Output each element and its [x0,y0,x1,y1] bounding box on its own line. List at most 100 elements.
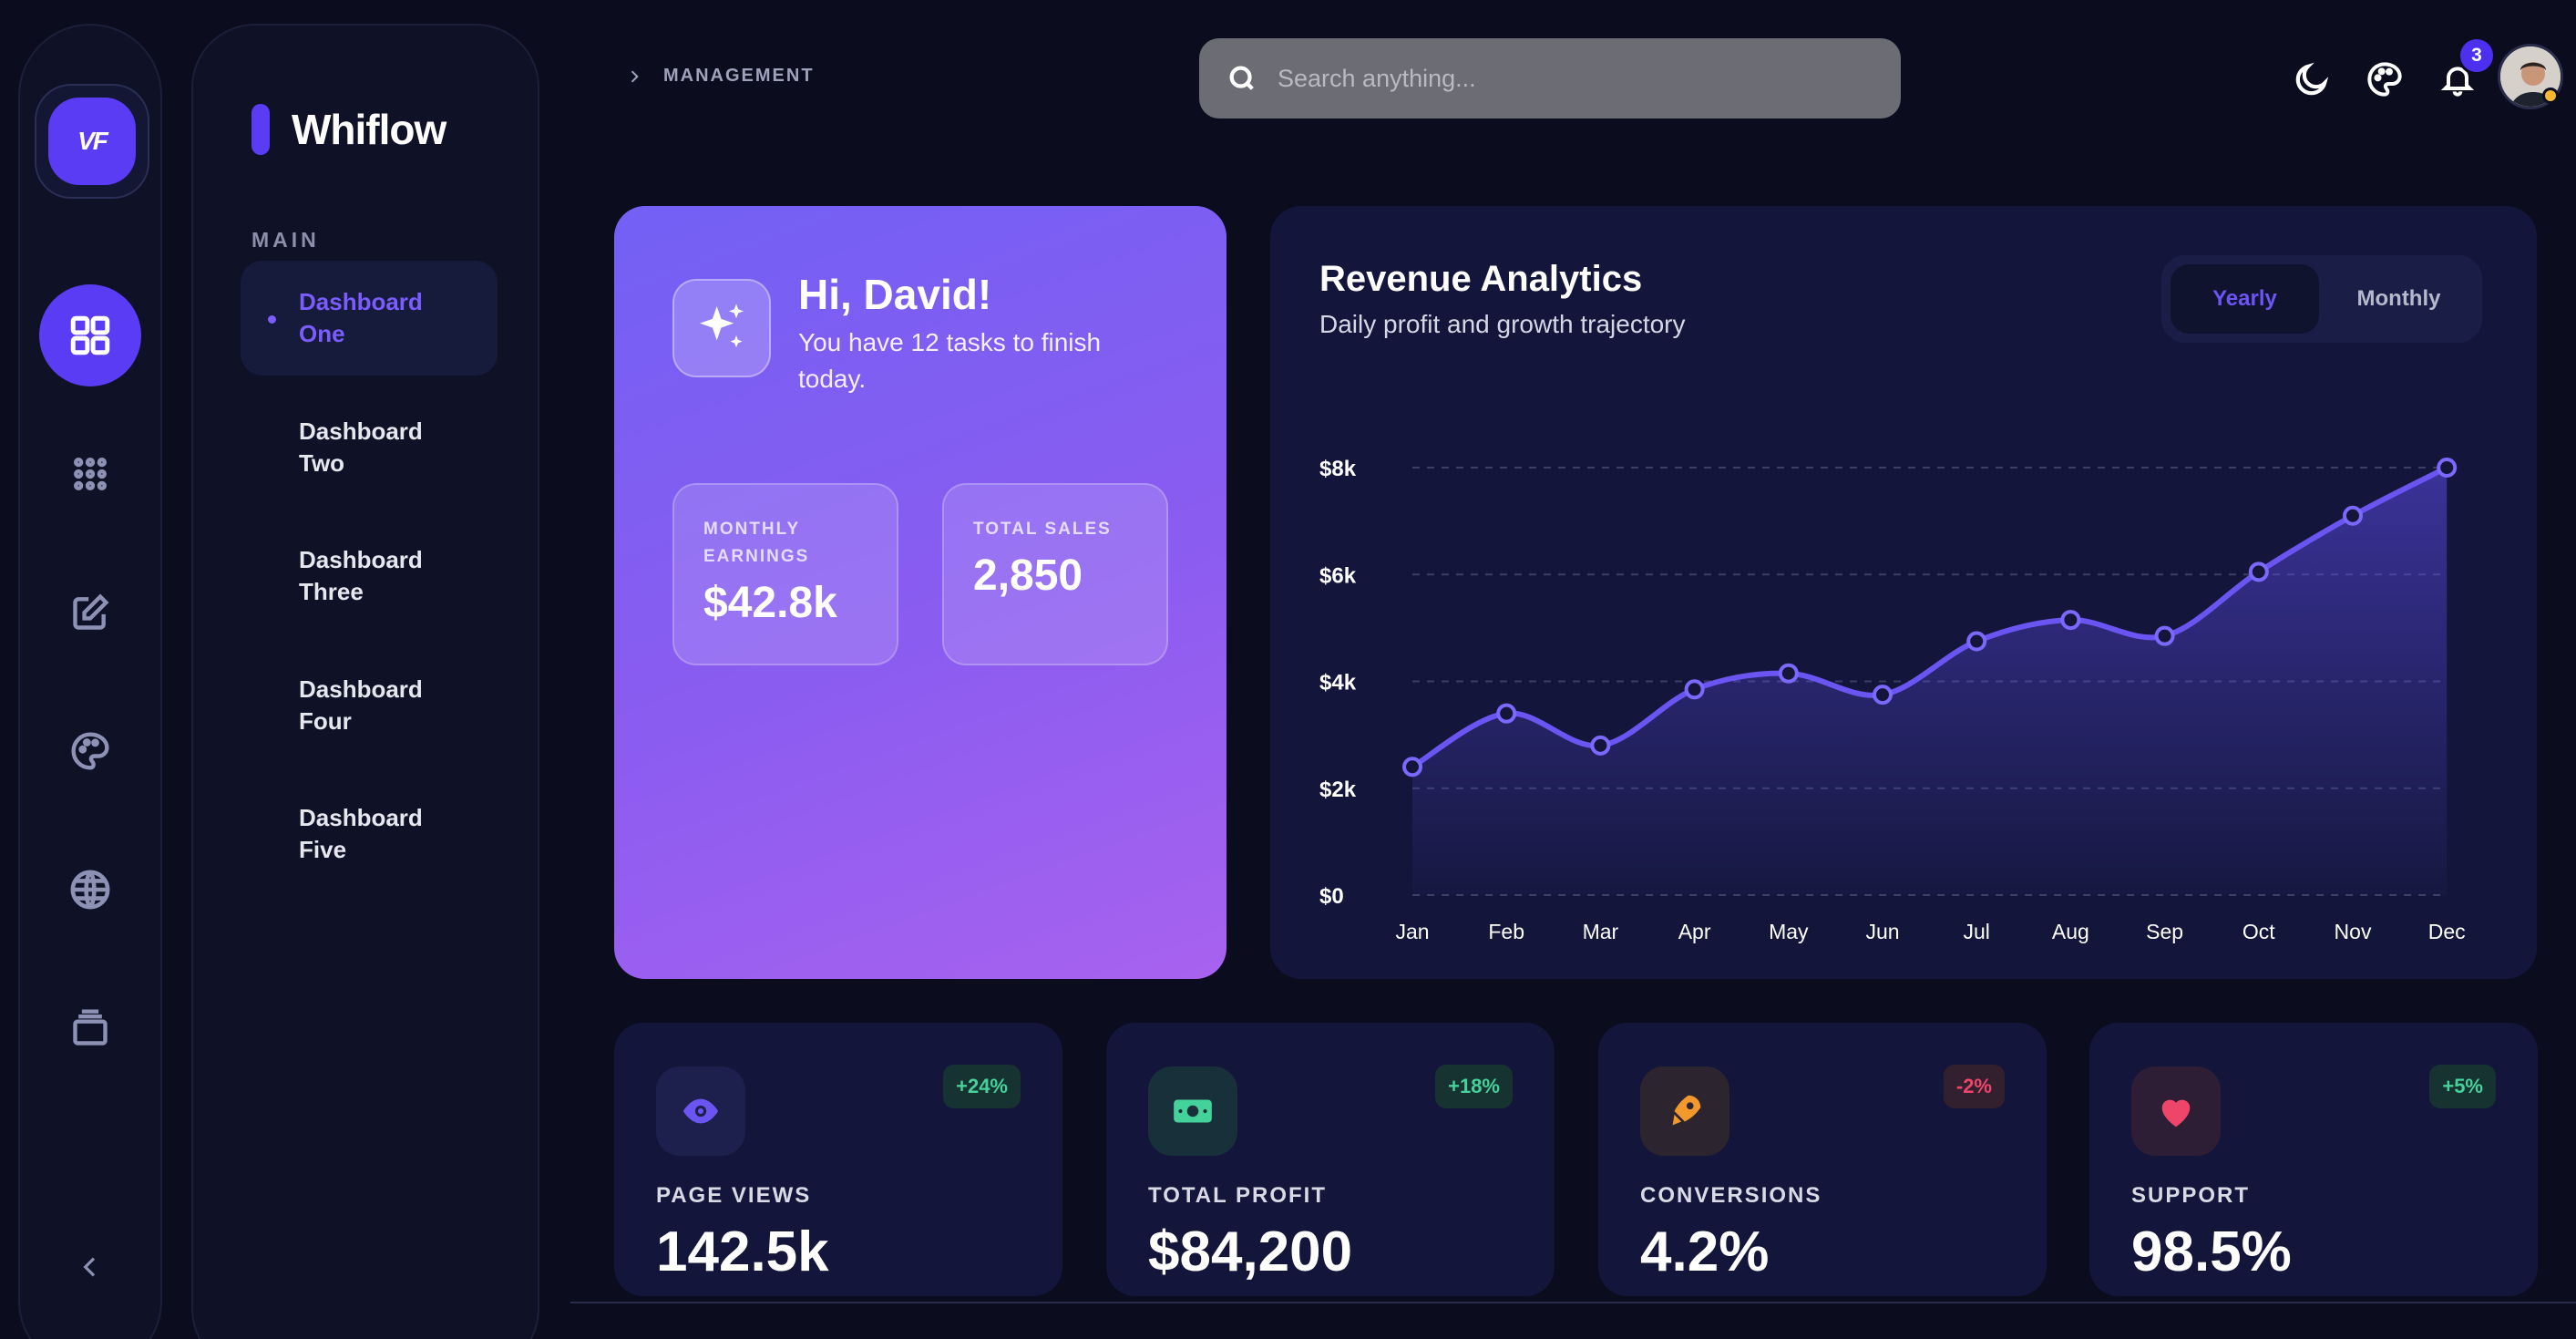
y-tick-label: $0 [1319,884,1344,909]
nav-item-label: Dashboard One [299,288,423,347]
y-tick-label: $4k [1319,671,1357,695]
stat-label: CONVERSIONS [1640,1183,1822,1208]
nav-item-dashboard-four[interactable]: Dashboard Four [241,648,498,763]
brand: Whiflow [251,104,446,155]
x-tick-label: Apr [1678,920,1711,943]
data-point [2060,610,2081,631]
y-tick-label: $8k [1319,457,1357,481]
x-tick-label: Dec [2428,920,2466,943]
apps-icon [74,458,107,490]
stat-icon-box [656,1066,745,1156]
period-toggle: Yearly Monthly [2161,255,2482,343]
collapse-chevron-icon [83,1257,96,1277]
logo-container[interactable]: VF [35,84,149,199]
stat-card-total-profit: +18% TOTAL PROFIT $84,200 [1106,1023,1555,1296]
icon-rail: VF [18,24,162,1339]
stat-value: 142.5k [656,1221,829,1283]
rail-apps-button[interactable] [39,423,141,525]
search-input[interactable] [1278,64,1842,93]
x-tick-label: Jan [1395,920,1429,943]
x-tick-label: Jul [1963,920,1989,943]
palette-icon [71,732,109,770]
theme-toggle-button[interactable] [2289,57,2335,102]
nav-item-dashboard-five[interactable]: Dashboard Five [241,777,498,891]
rail-edit-button[interactable] [39,561,141,664]
sparkle-icon [700,304,744,348]
sparkle-badge [672,279,771,377]
layers-icon [73,1009,108,1045]
brand-logo[interactable]: VF [48,98,136,185]
nav-item-label: Dashboard Five [299,804,423,863]
welcome-card: Hi, David! You have 12 tasks to finish t… [614,206,1226,979]
data-point [1873,685,1893,706]
notifications-button[interactable] [2435,57,2480,102]
revenue-subtitle: Daily profit and growth trajectory [1319,310,1686,338]
data-point [2343,505,2363,526]
data-point [1402,757,1422,778]
edit-icon [73,593,109,630]
revenue-area [1412,468,2448,895]
metric-value: $42.8k [703,579,837,627]
data-point [1684,679,1705,700]
yearly-toggle-button[interactable]: Yearly [2171,264,2319,334]
notification-badge: 3 [2458,36,2496,75]
x-tick-label: Sep [2146,920,2183,943]
dashboard-grid-icon [70,315,110,355]
monthly-earnings-card: MONTHLY EARNINGS $42.8k [672,483,898,665]
palette-icon [2367,62,2402,97]
metric-label: MONTHLY EARNINGS [703,520,810,566]
stat-label: SUPPORT [2131,1183,2251,1208]
palette-button[interactable] [2362,57,2407,102]
monthly-toggle-button[interactable]: Monthly [2356,286,2441,311]
brand-accent-bar [251,104,270,155]
data-point [2437,458,2458,478]
greeting-subtitle: You have 12 tasks to finish today. [798,328,1102,393]
metric-value: 2,850 [973,551,1083,600]
stat-icon-box [2131,1066,2221,1156]
x-tick-label: May [1769,920,1809,943]
nav-item-dashboard-one[interactable]: Dashboard One [241,261,498,376]
nav-item-dashboard-two[interactable]: Dashboard Two [241,390,498,505]
stat-value: 98.5% [2131,1221,2292,1283]
x-tick-label: Mar [1583,920,1619,943]
metric-label: TOTAL SALES [973,520,1112,539]
heart-icon [2161,1099,2191,1128]
data-point [1778,663,1799,684]
stat-icon-box [1148,1066,1237,1156]
divider [570,1302,2576,1303]
y-tick-label: $2k [1319,778,1357,802]
data-point [1966,631,1987,652]
rail-palette-button[interactable] [39,700,141,802]
revenue-analytics-card: Revenue Analytics Daily profit and growt… [1270,206,2537,979]
nav-item-label: Dashboard Two [299,417,423,477]
stat-change-badge: -2% [1943,1065,2005,1108]
stat-change-badge: +5% [2429,1065,2496,1108]
stat-label: PAGE VIEWS [656,1183,812,1208]
stat-card-support: +5% SUPPORT 98.5% [2089,1023,2538,1296]
nav-item-label: Dashboard Four [299,675,423,735]
stat-icon-box [1640,1066,1729,1156]
rail-dashboard-button[interactable] [39,284,141,386]
nav-sidebar: Whiflow MAIN Dashboard One Dashboard Two… [191,24,539,1339]
x-tick-label: Feb [1488,920,1524,943]
bell-icon [2440,67,2475,97]
data-point [2248,561,2269,582]
search-bar[interactable] [1199,38,1901,118]
breadcrumb[interactable]: MANAGEMENT [625,66,815,87]
stat-value: $84,200 [1148,1221,1353,1283]
search-icon [1229,66,1254,90]
stat-card-conversions: -2% CONVERSIONS 4.2% [1598,1023,2047,1296]
x-tick-label: Nov [2335,920,2372,943]
data-point [1496,703,1517,724]
data-point [2154,625,2175,646]
revenue-chart: $0 $2k $4k $6k $8k Jan Feb Mar Apr May Jun Jul Aug Se… [1319,457,2466,943]
rail-collapse-button[interactable] [39,1216,141,1318]
active-dot [268,315,276,324]
rail-layers-button[interactable] [39,977,141,1079]
revenue-title: Revenue Analytics [1319,259,1643,299]
stat-value: 4.2% [1640,1221,1770,1283]
nav-item-dashboard-three[interactable]: Dashboard Three [241,519,498,633]
rocket-icon [1672,1095,1701,1126]
rail-globe-button[interactable] [39,839,141,941]
greeting-title: Hi, David! [798,271,992,318]
